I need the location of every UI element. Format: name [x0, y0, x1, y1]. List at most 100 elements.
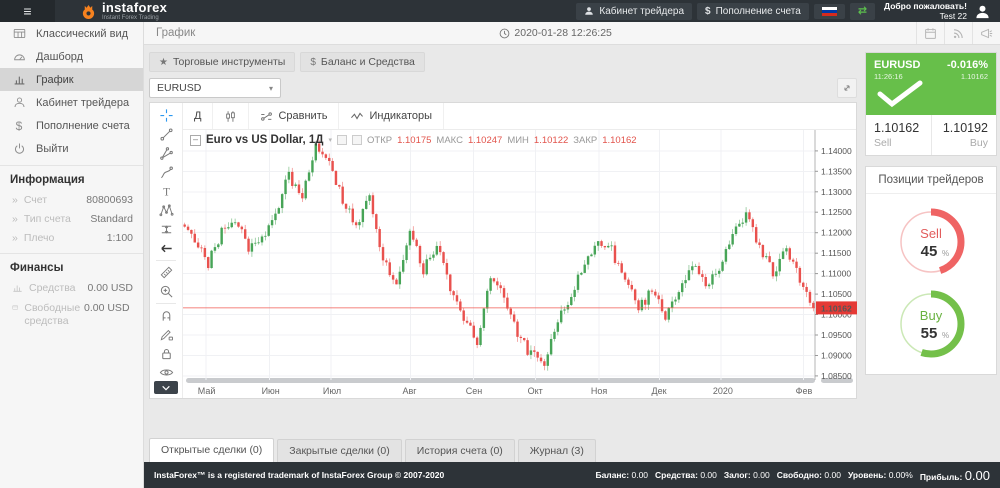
instaforex-logo[interactable]: instaforex Instant Forex Trading: [81, 1, 167, 21]
crosshair-tool-button[interactable]: [150, 106, 182, 125]
leverage-value: 1:100: [107, 232, 133, 244]
candlestick-chart[interactable]: 1.140001.135001.130001.125001.120001.115…: [183, 130, 857, 380]
svg-text:1.10500: 1.10500: [821, 289, 852, 299]
quote-price: 1.10162: [961, 72, 988, 81]
svg-text:%: %: [942, 249, 949, 258]
chart-legend: – Euro vs US Dollar, 1Д ▾ ОТКР1.10175 МА…: [190, 134, 637, 146]
finance-section-title: Финансы: [0, 253, 143, 279]
x-axis-label: Дек: [652, 386, 667, 396]
welcome-text: Добро пожаловать! Test 22: [884, 1, 967, 21]
sidebar-item-dashboard[interactable]: Дашборд: [0, 45, 143, 68]
svg-text:1.13500: 1.13500: [821, 166, 852, 176]
chart-title: Euro vs US Dollar, 1Д: [206, 134, 323, 146]
compare-button[interactable]: Сравнить: [249, 103, 339, 129]
trading-instruments-button[interactable]: ★ Торговые инструменты: [149, 52, 295, 72]
star-icon: ★: [159, 57, 168, 68]
finance-row-free-funds: Свободные средства 0.00 USD: [0, 299, 143, 331]
tab-closed-trades[interactable]: Закрытые сделки (0): [277, 439, 401, 462]
balance-funds-button[interactable]: $ Баланс и Средства: [300, 52, 425, 72]
long-position-icon: [159, 222, 174, 237]
account-switch-button[interactable]: ⇄: [850, 3, 875, 20]
quote-symbol: EURUSD: [874, 59, 920, 71]
indicators-button[interactable]: Индикаторы: [339, 103, 444, 129]
rss-button[interactable]: [944, 22, 972, 44]
svg-text:T: T: [163, 186, 170, 198]
symbol-select[interactable]: EURUSD ▾: [149, 78, 281, 98]
svg-text:1.09500: 1.09500: [821, 330, 852, 340]
quote-card[interactable]: EURUSD -0.016% 11:26:16 1.10162 1.1: [865, 52, 997, 156]
toolbar-collapse-button[interactable]: [154, 381, 178, 394]
legend-settings-icon[interactable]: [352, 135, 362, 145]
finance-row-funds: Средства 0.00 USD: [0, 279, 143, 298]
buy-quote-button[interactable]: 1.10192 Buy: [931, 115, 997, 155]
fullscreen-button[interactable]: [837, 78, 857, 98]
magnet-tool-button[interactable]: [150, 306, 182, 325]
x-axis-labels[interactable]: МайИюнИюлАвгСенОктНояДек2020Фев: [183, 385, 856, 398]
sidebar-item-chart[interactable]: График: [0, 68, 143, 91]
svg-text:1.13000: 1.13000: [821, 187, 852, 197]
check-icon: [876, 80, 924, 108]
open-value: 1.10175: [397, 135, 431, 146]
russian-flag-icon: [822, 7, 837, 16]
chart-style-button[interactable]: [213, 103, 249, 129]
hamburger-menu-button[interactable]: ≡: [0, 0, 55, 22]
eye-icon: [159, 365, 174, 380]
xabcd-pattern-icon: [159, 203, 174, 218]
hide-drawings-tool-button[interactable]: [150, 363, 182, 382]
language-flag-button[interactable]: [814, 4, 845, 19]
buy-donut[interactable]: Buy 55 %: [895, 288, 967, 360]
buy-price: 1.10192: [940, 121, 989, 135]
sell-percent: 45: [921, 243, 938, 260]
deposit-button[interactable]: $ Пополнение счета: [697, 3, 809, 20]
sidebar-item-classic-view[interactable]: Классический вид: [0, 22, 143, 45]
chevron-down-icon[interactable]: ▾: [328, 136, 332, 144]
brush-tool-button[interactable]: [150, 163, 182, 182]
chevron-right-icon: »: [12, 194, 18, 207]
legend-style-icon[interactable]: [337, 135, 347, 145]
position-tool-button[interactable]: [150, 220, 182, 239]
app-window: ≡ instaforex Instant Forex Trading Кабин…: [0, 0, 1000, 488]
pattern-tool-button[interactable]: [150, 201, 182, 220]
high-value: 1.10247: [468, 135, 502, 146]
x-axis-label: Ноя: [591, 386, 607, 396]
expand-icon: [842, 83, 852, 93]
magnet-icon: [159, 308, 174, 323]
measure-tool-button[interactable]: [150, 263, 182, 282]
x-axis-label: Фев: [796, 386, 813, 396]
pitchfork-tool-button[interactable]: [150, 144, 182, 163]
chevron-right-icon: »: [12, 213, 18, 226]
chevron-down-icon: ▾: [269, 84, 273, 93]
announcements-button[interactable]: [972, 22, 1000, 44]
avatar-icon[interactable]: [975, 4, 990, 19]
x-axis-label: Май: [198, 386, 216, 396]
tab-open-trades[interactable]: Открытые сделки (0): [149, 438, 274, 462]
tab-account-history[interactable]: История счета (0): [405, 439, 515, 462]
sidebar-item-deposit[interactable]: $ Пополнение счета: [0, 114, 143, 137]
chevron-down-icon: [161, 384, 171, 392]
arrow-tool-button[interactable]: [150, 239, 182, 258]
tab-journal[interactable]: Журнал (3): [518, 439, 596, 462]
megaphone-icon: [980, 27, 993, 40]
zoom-in-tool-button[interactable]: [150, 282, 182, 301]
lock-drawings-tool-button[interactable]: [150, 325, 182, 344]
lock-icon: [159, 346, 174, 361]
sell-donut[interactable]: Sell 45 %: [895, 206, 967, 278]
funds-value: 0.00 USD: [87, 282, 133, 294]
collapse-legend-icon[interactable]: –: [190, 135, 201, 146]
dollar-icon: $: [11, 119, 27, 133]
balance-value: 0.00: [631, 470, 648, 480]
sell-quote-button[interactable]: 1.10162 Sell: [866, 115, 931, 155]
trader-cabinet-button[interactable]: Кабинет трейдера: [576, 3, 692, 20]
trend-line-tool-button[interactable]: [150, 125, 182, 144]
info-row-account: »Счет 80800693: [0, 191, 143, 210]
content-area: ★ Торговые инструменты $ Баланс и Средст…: [144, 45, 1000, 462]
sidebar-item-trader-cabinet[interactable]: Кабинет трейдера: [0, 91, 143, 114]
calendar-button[interactable]: [916, 22, 944, 44]
timeframe-button[interactable]: Д: [183, 103, 213, 129]
lock-tool-button[interactable]: [150, 344, 182, 363]
chart-plot-area[interactable]: – Euro vs US Dollar, 1Д ▾ ОТКР1.10175 МА…: [183, 130, 856, 376]
text-tool-button[interactable]: T: [150, 182, 182, 201]
power-icon: [11, 142, 27, 155]
sidebar-item-logout[interactable]: Выйти: [0, 137, 143, 160]
mini-card-icon: [12, 302, 18, 313]
